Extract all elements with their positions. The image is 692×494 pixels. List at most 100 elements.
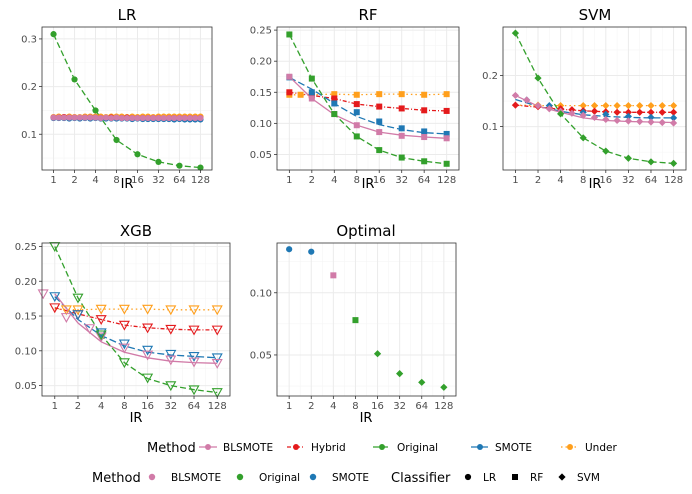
point-original-3 — [72, 293, 84, 304]
point-blsmote-13 — [118, 114, 125, 122]
point-blsmote-6 — [579, 111, 587, 119]
point-smote-8 — [602, 110, 610, 118]
point-hybrid-2 — [308, 92, 315, 99]
point-blsmote-11 — [165, 355, 177, 366]
point-smote-15 — [211, 353, 223, 364]
point-original-14 — [669, 159, 678, 167]
y-tick-label: 0.25 — [250, 26, 272, 37]
panel-frame — [276, 26, 460, 171]
series-line-under — [289, 93, 447, 96]
point-smote-10 — [624, 112, 632, 120]
x-axis-title-optimal: IR — [360, 411, 373, 426]
x-tick-label: 64 — [418, 175, 431, 186]
point-original-13 — [188, 385, 200, 396]
x-tick-label: 4 — [331, 175, 337, 186]
point-blsmote-8 — [92, 114, 99, 121]
point-blsmote-0 — [286, 73, 293, 80]
point-under-15 — [211, 305, 223, 316]
point-under-8 — [602, 102, 610, 110]
point-under-1 — [297, 91, 304, 98]
point-blsmote-16 — [134, 114, 141, 122]
point-blsmote-19 — [150, 114, 157, 122]
x-tick-label: 4 — [98, 401, 104, 412]
panel-optimal: 1 2 4 8 16 32 64 128 0.05 0.10 — [250, 242, 457, 412]
point-blsmote-5 — [95, 332, 107, 343]
y-tick-label: 0.2 — [21, 82, 37, 93]
legend-dot-under — [567, 444, 573, 450]
point-hybrid-1 — [49, 303, 61, 314]
point-blsmote-28 — [197, 114, 204, 122]
point-hybrid-15 — [211, 325, 223, 336]
point-under-11 — [165, 305, 177, 316]
point-blsmote-14 — [669, 119, 678, 127]
x-tick-label: 1 — [286, 175, 292, 186]
point-blsmote-7 — [118, 343, 130, 354]
x-axis-title-svm: IR — [589, 177, 602, 192]
point-blsmote-24 — [176, 114, 183, 122]
point-blsmote-25 — [181, 114, 188, 122]
point-smote-4 — [331, 100, 338, 107]
x-tick-label: 8 — [352, 401, 358, 412]
point-original-8 — [376, 147, 383, 154]
panel-title-optimal: Optimal — [336, 222, 395, 240]
x-tick-label: 32 — [393, 401, 406, 412]
point-original-8 — [92, 107, 99, 114]
point-blsmote-20 — [155, 114, 162, 122]
point-original-0 — [286, 31, 293, 38]
point-blsmote-2 — [60, 114, 68, 121]
panel-title-lr: LR — [118, 6, 137, 24]
point-blsmote-rf-0 — [330, 272, 337, 279]
legend-point-smote — [309, 473, 317, 481]
point-hybrid-12 — [647, 108, 655, 116]
y-tick-label: 0.20 — [15, 277, 37, 288]
point-original-5 — [95, 330, 107, 341]
x-axis-title-lr: IR — [121, 177, 134, 192]
legend-label-original: Original — [397, 442, 438, 454]
legend-key-under: Under — [561, 442, 617, 454]
series-line-under — [515, 104, 674, 107]
x-tick-label: 64 — [173, 175, 186, 186]
legend-key-blsmote: BLSMOTE — [199, 442, 273, 454]
point-blsmote-12 — [421, 134, 428, 141]
panel-xgb: 1 2 4 8 16 32 64 128 0.05 0.10 0.15 0.20 0.25 — [15, 242, 231, 412]
legend-classifier-label-svm: SVM — [577, 472, 600, 484]
x-tick-label: 128 — [434, 401, 453, 412]
point-hybrid-9 — [142, 323, 154, 334]
legend-point-label-smote: SMOTE — [332, 472, 369, 484]
point-blsmote-4 — [71, 114, 78, 121]
point-blsmote-9 — [142, 350, 154, 361]
x-axis-title-xgb: IR — [130, 411, 143, 426]
panel-rf: 1 2 4 8 16 32 64 128 0.05 0.10 0.15 0.20 0.25 — [250, 26, 460, 186]
point-hybrid-8 — [376, 103, 383, 110]
point-hybrid-5 — [95, 315, 107, 326]
x-tick-label: 128 — [437, 175, 456, 186]
legend-title-classifier: Classifier — [391, 471, 451, 486]
point-blsmote-6 — [81, 114, 89, 121]
x-tick-label: 16 — [131, 175, 144, 186]
y-tick-label: 0.15 — [250, 88, 272, 99]
y-tick-label: 0.2 — [482, 71, 498, 82]
point-original-6 — [353, 133, 360, 140]
point-blsmote-2 — [534, 102, 542, 110]
legend-key-smote: SMOTE — [471, 442, 532, 454]
point-original-12 — [647, 158, 655, 166]
point-blsmote-14 — [123, 114, 131, 122]
legend-title-method: Method — [92, 471, 141, 486]
x-tick-label: 1 — [52, 401, 58, 412]
point-blsmote-2 — [308, 95, 315, 102]
point-blsmote-17 — [139, 114, 146, 122]
panel-frame — [41, 26, 213, 171]
point-under-4 — [331, 91, 338, 98]
point-under-8 — [376, 91, 383, 98]
legend-label-hybrid: Hybrid — [311, 442, 346, 454]
point-under-6 — [353, 91, 360, 98]
point-hybrid-13 — [188, 325, 200, 336]
x-tick-label: 16 — [141, 401, 154, 412]
legend-point-label-blsmote: BLSMOTE — [171, 472, 221, 484]
x-tick-label: 32 — [152, 175, 165, 186]
panel-title-svm: SVM — [579, 6, 612, 24]
point-blsmote-9 — [97, 114, 104, 122]
panel-frame — [41, 242, 231, 397]
point-under-14 — [669, 102, 678, 110]
point-blsmote-10 — [624, 117, 632, 125]
